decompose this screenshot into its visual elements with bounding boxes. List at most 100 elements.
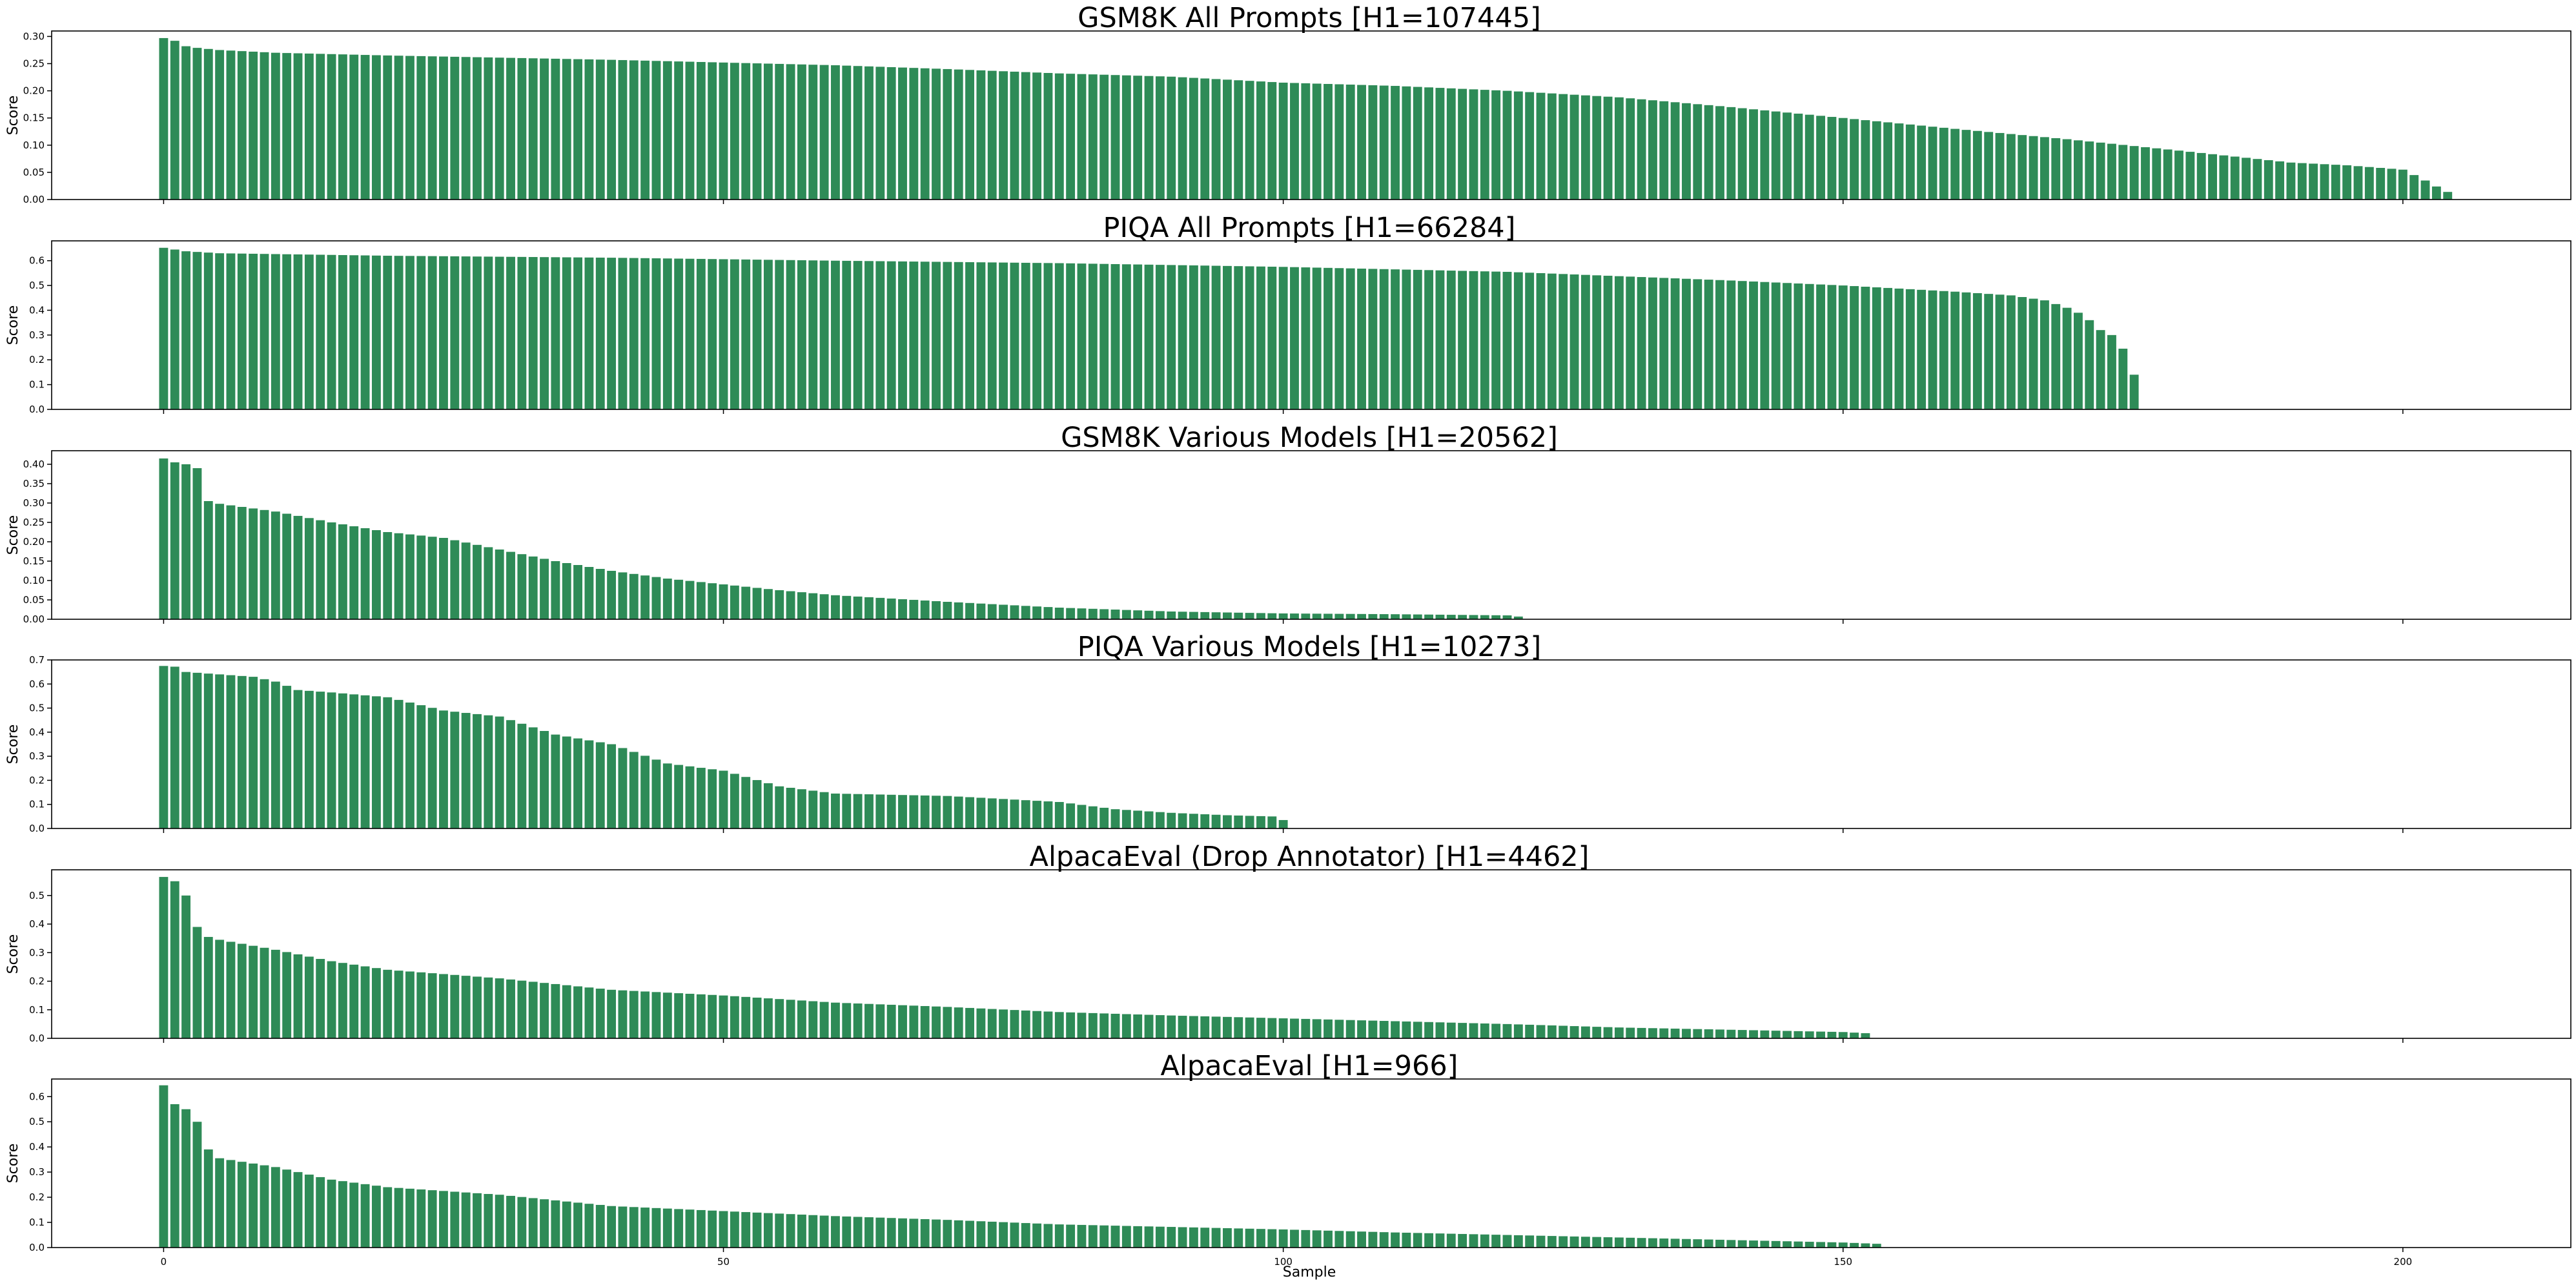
axes-frame <box>51 1078 2571 1248</box>
bar <box>1614 97 1624 200</box>
bar <box>1424 614 1434 619</box>
bar <box>1682 278 1691 409</box>
bar <box>662 61 672 200</box>
bar <box>1200 1016 1210 1038</box>
bar <box>2208 154 2217 200</box>
bar <box>203 48 213 200</box>
bar <box>1480 271 1489 409</box>
bar <box>1066 608 1076 619</box>
bar <box>584 987 594 1038</box>
bar <box>383 1187 393 1248</box>
bar <box>293 954 303 1038</box>
bar <box>517 554 527 619</box>
bar <box>439 56 448 200</box>
bar <box>237 253 247 409</box>
bar <box>1379 85 1389 200</box>
bar <box>1469 615 1478 619</box>
bar <box>237 1162 247 1248</box>
bar <box>1167 76 1176 200</box>
bar <box>708 259 717 409</box>
bar <box>540 58 549 200</box>
bar <box>920 1006 930 1038</box>
bar <box>1189 814 1198 828</box>
bar <box>1749 1030 1758 1038</box>
bar <box>1961 130 1971 200</box>
bar <box>943 68 952 200</box>
bar <box>271 511 280 619</box>
bar <box>987 1009 997 1038</box>
y-tick-label: 0.0 <box>29 823 45 834</box>
bar <box>1402 269 1411 409</box>
bar <box>719 995 728 1038</box>
bar <box>1121 1014 1131 1038</box>
bar <box>1144 610 1154 619</box>
bar <box>1357 268 1366 409</box>
subplot-title: PIQA Various Models [H1=10273] <box>1078 631 1541 663</box>
bar <box>1043 263 1053 409</box>
bar <box>875 794 885 828</box>
bar <box>2039 300 2049 409</box>
bar <box>2152 148 2162 200</box>
bar <box>1324 1019 1333 1038</box>
bar <box>562 985 571 1038</box>
bar <box>1155 1015 1165 1038</box>
bar <box>1077 263 1087 409</box>
bar <box>1088 608 1098 619</box>
bar <box>1189 1016 1198 1038</box>
bar <box>1715 280 1724 409</box>
subplot-title: AlpacaEval (Drop Annotator) [H1=4462] <box>1030 841 1590 873</box>
y-tick-label: 0.7 <box>29 654 45 666</box>
bar <box>1637 1238 1646 1248</box>
bar <box>797 1000 806 1038</box>
bar <box>215 940 225 1038</box>
bar <box>1245 266 1254 409</box>
bar <box>338 524 347 619</box>
bar <box>1334 84 1344 200</box>
bar <box>1491 1023 1501 1038</box>
bar <box>1737 108 1747 200</box>
bar <box>674 579 684 619</box>
bar <box>1961 292 1971 409</box>
bar <box>1110 1226 1120 1248</box>
subplot-title: GSM8K Various Models [H1=20562] <box>1061 422 1558 454</box>
bar <box>405 534 414 619</box>
bar <box>741 777 751 828</box>
bar <box>1626 1237 1635 1248</box>
bar <box>932 1006 941 1038</box>
bar <box>170 881 179 1038</box>
bar <box>371 1186 381 1248</box>
bar <box>1312 1230 1322 1248</box>
bar <box>484 715 493 828</box>
bar <box>898 599 907 619</box>
bar <box>685 1209 695 1248</box>
bar <box>1178 1227 1187 1248</box>
bar <box>1861 1033 1870 1038</box>
y-axis-label: Score <box>5 96 21 136</box>
bar <box>540 559 549 619</box>
bars <box>159 458 1523 619</box>
bar <box>1480 1023 1489 1038</box>
bar <box>1278 613 1288 619</box>
bar <box>304 53 314 200</box>
bar <box>1682 103 1691 200</box>
bar <box>2286 162 2296 200</box>
axes-frame <box>51 869 2571 1039</box>
bar <box>1245 613 1254 619</box>
bar <box>752 63 762 200</box>
bar <box>1144 1014 1154 1038</box>
bar <box>1804 1242 1814 1248</box>
bar <box>797 592 806 619</box>
bar <box>2443 192 2453 200</box>
bar <box>932 601 941 619</box>
bar <box>730 1211 739 1248</box>
bar <box>1693 104 1702 200</box>
bar <box>2196 152 2206 200</box>
bar <box>1693 279 1702 409</box>
bar <box>1345 1020 1355 1038</box>
bar <box>886 67 896 200</box>
bar <box>1211 265 1221 409</box>
bar <box>987 798 997 828</box>
bar <box>203 673 213 828</box>
bar <box>1379 269 1389 409</box>
bar <box>1312 267 1322 409</box>
